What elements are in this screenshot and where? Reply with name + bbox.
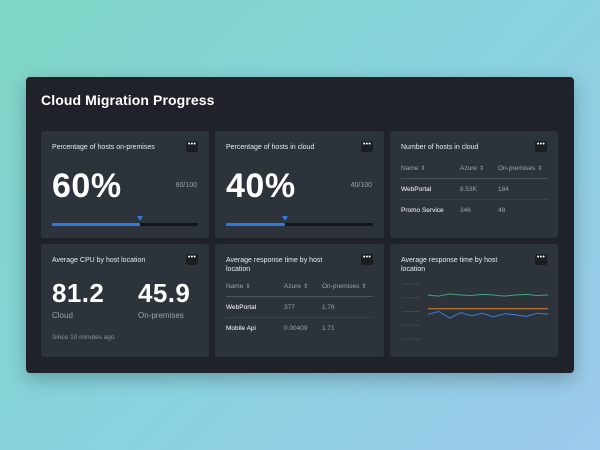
column-header-name[interactable]: Name ⇕ (226, 283, 284, 297)
cell-onprem: 1.71 (322, 324, 335, 332)
response-time-line-chart (402, 283, 549, 340)
dashboard-panel: Cloud Migration Progress Percentage of h… (26, 77, 574, 373)
cell-onprem: 1.76 (322, 296, 373, 318)
table-header-row: Name ⇕ Azure ⇕ On-premises ⇕ (401, 165, 548, 179)
onprem-progress-marker-icon (136, 216, 143, 221)
series-line-blue (427, 310, 549, 319)
more-options-button[interactable]: ••• (361, 141, 373, 152)
more-options-button[interactable]: ••• (535, 141, 547, 152)
hosts-in-cloud-card: Number of hosts in cloud ••• Name ⇕ Azure… (390, 131, 558, 238)
card-title: Average response time by host location (226, 257, 323, 273)
column-header-azure[interactable]: Azure ⇕ (460, 165, 498, 179)
cell-azure: 346 (460, 206, 471, 214)
cell-name: WebPortal (401, 178, 460, 200)
cell-onprem: 184 (498, 178, 548, 200)
table-row[interactable]: Mobile Api 0.00409 1.71 (226, 318, 373, 339)
cloud-percentage-value: 40% (226, 167, 296, 205)
more-options-button[interactable]: ••• (186, 254, 198, 265)
response-time-table-card: Average response time by host location •… (215, 244, 384, 357)
card-title: Percentage of hosts in cloud (226, 144, 315, 151)
cpu-cloud-value: 81.2 (52, 278, 105, 308)
cell-name: WebPortal (226, 296, 284, 318)
cpu-onprem-label: On-premises (138, 311, 184, 320)
sort-icon: ⇕ (537, 166, 543, 172)
table-row[interactable]: Promo Service 346 48 (401, 200, 548, 221)
cell-onprem: 48 (498, 206, 506, 214)
page-title: Cloud Migration Progress (41, 92, 215, 108)
cloud-progress-track (226, 216, 373, 226)
more-options-button[interactable]: ••• (361, 254, 373, 265)
onprem-ratio: 60/100 (175, 182, 197, 189)
onprem-percentage-value: 60% (52, 167, 122, 205)
cpu-by-location-card: Average CPU by host location ••• 81.2 Cl… (41, 244, 209, 357)
card-title: Percentage of hosts on-premises (52, 144, 155, 151)
onprem-progress-fill (52, 223, 140, 226)
sort-icon: ⇕ (420, 166, 426, 172)
more-options-button[interactable]: ••• (186, 141, 198, 152)
table-row[interactable]: WebPortal 377 1.76 (226, 296, 373, 318)
card-title: Average response time by host location (401, 257, 498, 273)
response-time-table: Name ⇕ Azure ⇕ On-premises ⇕ WebPortal 377 … (226, 283, 373, 339)
sort-icon: ⇕ (478, 166, 485, 172)
cell-name: Promo Service (401, 206, 444, 214)
cell-name: Mobile Api (226, 324, 256, 332)
column-header-name[interactable]: Name ⇕ (401, 165, 460, 179)
table-row[interactable]: WebPortal 8.53K 184 (401, 178, 548, 200)
cloud-progress-fill (226, 223, 285, 226)
cpu-cloud-label: Cloud (52, 311, 73, 320)
cloud-progress-marker-icon (281, 216, 288, 221)
more-options-button[interactable]: ••• (535, 254, 547, 265)
sort-icon: ⇕ (245, 284, 251, 290)
onprem-progress-track (52, 216, 198, 226)
cloud-ratio: 40/100 (350, 182, 372, 189)
cpu-onprem-value: 45.9 (138, 278, 191, 308)
card-title: Number of hosts in cloud (401, 144, 479, 151)
sort-icon: ⇕ (302, 284, 309, 290)
card-title: Average CPU by host location (52, 257, 146, 264)
cell-azure: 0.00409 (284, 324, 308, 332)
table-header-row: Name ⇕ Azure ⇕ On-premises ⇕ (226, 283, 373, 297)
cloud-percentage-card: Percentage of hosts in cloud ••• 40% 40/… (215, 131, 384, 238)
response-time-chart-card: Average response time by host location •… (390, 244, 558, 357)
time-range-note: Since 10 minutes ago (52, 334, 115, 341)
onprem-percentage-card: Percentage of hosts on-premises ••• 60% … (41, 131, 209, 238)
cell-azure: 8.53K (460, 178, 498, 200)
series-line-green (427, 293, 549, 297)
column-header-onprem[interactable]: On-premises ⇕ (322, 283, 373, 297)
sort-icon: ⇕ (361, 284, 367, 290)
cell-azure: 377 (284, 296, 322, 318)
hosts-table: Name ⇕ Azure ⇕ On-premises ⇕ WebPortal 8.53… (401, 165, 548, 221)
column-header-azure[interactable]: Azure ⇕ (284, 283, 322, 297)
column-header-onprem[interactable]: On-premises ⇕ (498, 165, 548, 179)
